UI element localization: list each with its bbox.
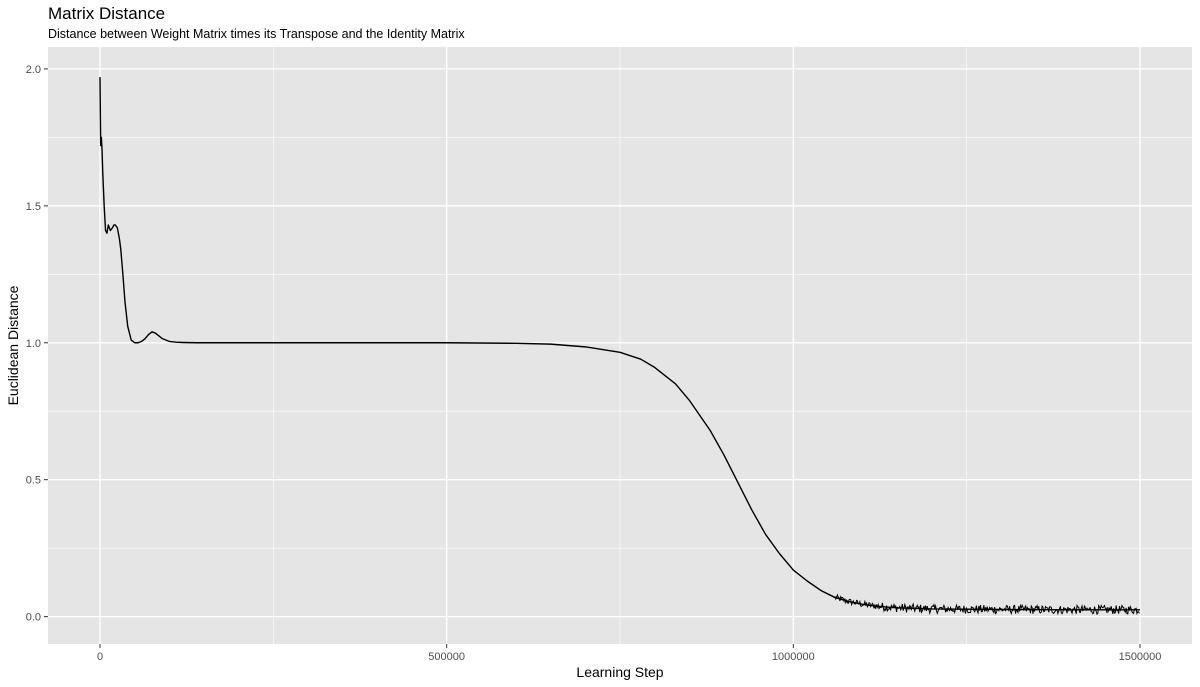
y-tick-label: 1.5 <box>26 201 41 213</box>
chart-subtitle: Distance between Weight Matrix times its… <box>48 27 465 41</box>
x-tick-label: 500000 <box>428 651 465 663</box>
series-line <box>99 77 1140 611</box>
series-noise <box>834 593 1140 616</box>
y-tick-label: 1.0 <box>26 338 41 350</box>
y-axis-title: Euclidean Distance <box>5 285 21 405</box>
series-layer <box>99 77 1140 616</box>
y-tick-label: 0.0 <box>26 612 41 624</box>
y-tick-label: 0.5 <box>26 475 41 487</box>
chart-title: Matrix Distance <box>48 4 166 23</box>
x-tick-label: 1500000 <box>1119 651 1162 663</box>
y-tick-label: 2.0 <box>26 64 41 76</box>
x-axis-title: Learning Step <box>576 664 663 680</box>
x-tick-label: 1000000 <box>772 651 815 663</box>
y-axis-ticks: 0.0 0.5 1.0 1.5 2.0 <box>26 64 48 624</box>
major-gridlines <box>48 47 1192 644</box>
x-tick-label: 0 <box>97 651 103 663</box>
x-axis-ticks: 0 500000 1000000 1500000 <box>97 644 1161 663</box>
minor-gridlines <box>48 47 1192 644</box>
